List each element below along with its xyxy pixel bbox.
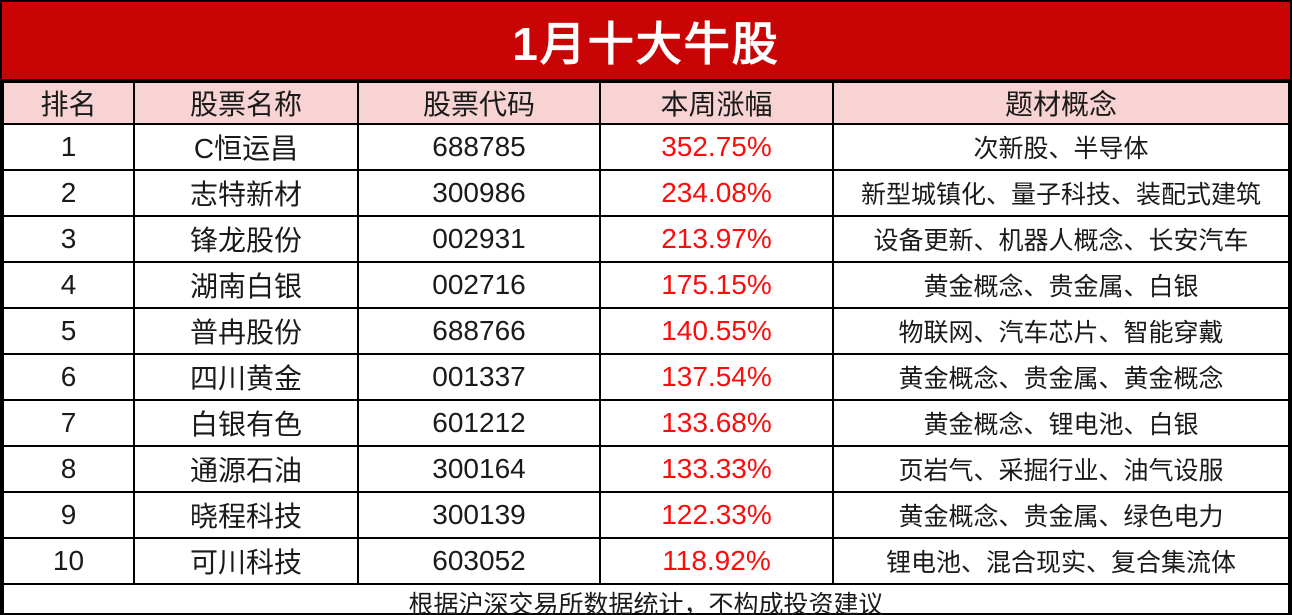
concepts-cell: 物联网、汽车芯片、智能穿戴 <box>832 307 1290 355</box>
table-row: 4 湖南白银 002716 175.15% 黄金概念、贵金属、白银 <box>2 261 1290 309</box>
rank-cell: 10 <box>2 537 135 585</box>
table-row: 6 四川黄金 001337 137.54% 黄金概念、贵金属、黄金概念 <box>2 353 1290 401</box>
weekly-change-cell: 352.75% <box>599 123 834 171</box>
weekly-change-cell: 122.33% <box>599 491 834 539</box>
stock-name-cell: C恒运昌 <box>133 123 359 171</box>
header-rank: 排名 <box>2 81 135 125</box>
weekly-change-cell: 133.33% <box>599 445 834 493</box>
footer-row: 根据沪深交易所数据统计，不构成投资建议 <box>2 583 1290 615</box>
stocks-table: 排名 股票名称 股票代码 本周涨幅 题材概念 1 C恒运昌 688785 352.75… <box>2 81 1290 615</box>
rank-cell: 6 <box>2 353 135 401</box>
stock-code-cell: 601212 <box>357 399 601 447</box>
stock-code-cell: 300986 <box>357 169 601 217</box>
concepts-cell: 黄金概念、贵金属、黄金概念 <box>832 353 1290 401</box>
table-row: 9 晓程科技 300139 122.33% 黄金概念、贵金属、绿色电力 <box>2 491 1290 539</box>
stock-name-cell: 白银有色 <box>133 399 359 447</box>
header-row: 排名 股票名称 股票代码 本周涨幅 题材概念 <box>2 81 1290 125</box>
stock-name-cell: 志特新材 <box>133 169 359 217</box>
weekly-change-cell: 118.92% <box>599 537 834 585</box>
weekly-change-cell: 133.68% <box>599 399 834 447</box>
concepts-cell: 黄金概念、锂电池、白银 <box>832 399 1290 447</box>
concepts-cell: 页岩气、采掘行业、油气设服 <box>832 445 1290 493</box>
table-row: 2 志特新材 300986 234.08% 新型城镇化、量子科技、装配式建筑 <box>2 169 1290 217</box>
concepts-cell: 次新股、半导体 <box>832 123 1290 171</box>
stock-name-cell: 锋龙股份 <box>133 215 359 263</box>
rank-cell: 5 <box>2 307 135 355</box>
table-row: 8 通源石油 300164 133.33% 页岩气、采掘行业、油气设服 <box>2 445 1290 493</box>
table-row: 5 普冉股份 688766 140.55% 物联网、汽车芯片、智能穿戴 <box>2 307 1290 355</box>
rank-cell: 9 <box>2 491 135 539</box>
stock-code-cell: 300164 <box>357 445 601 493</box>
stock-name-cell: 晓程科技 <box>133 491 359 539</box>
rank-cell: 4 <box>2 261 135 309</box>
stock-name-cell: 四川黄金 <box>133 353 359 401</box>
rank-cell: 2 <box>2 169 135 217</box>
header-name: 股票名称 <box>133 81 359 125</box>
stock-code-cell: 688766 <box>357 307 601 355</box>
stock-code-cell: 300139 <box>357 491 601 539</box>
weekly-change-cell: 140.55% <box>599 307 834 355</box>
weekly-change-cell: 137.54% <box>599 353 834 401</box>
header-code: 股票代码 <box>357 81 601 125</box>
table-row: 3 锋龙股份 002931 213.97% 设备更新、机器人概念、长安汽车 <box>2 215 1290 263</box>
concepts-cell: 黄金概念、贵金属、白银 <box>832 261 1290 309</box>
stock-name-cell: 通源石油 <box>133 445 359 493</box>
weekly-change-cell: 175.15% <box>599 261 834 309</box>
page-title: 1月十大牛股 <box>2 2 1290 81</box>
concepts-cell: 黄金概念、贵金属、绿色电力 <box>832 491 1290 539</box>
header-change: 本周涨幅 <box>599 81 834 125</box>
rank-cell: 7 <box>2 399 135 447</box>
rank-cell: 8 <box>2 445 135 493</box>
stock-code-cell: 001337 <box>357 353 601 401</box>
stock-name-cell: 可川科技 <box>133 537 359 585</box>
stock-code-cell: 002931 <box>357 215 601 263</box>
disclaimer-text: 根据沪深交易所数据统计，不构成投资建议 <box>2 583 1290 615</box>
concepts-cell: 锂电池、混合现实、复合集流体 <box>832 537 1290 585</box>
rank-cell: 3 <box>2 215 135 263</box>
stock-name-cell: 湖南白银 <box>133 261 359 309</box>
table-row: 10 可川科技 603052 118.92% 锂电池、混合现实、复合集流体 <box>2 537 1290 585</box>
weekly-change-cell: 213.97% <box>599 215 834 263</box>
concepts-cell: 设备更新、机器人概念、长安汽车 <box>832 215 1290 263</box>
concepts-cell: 新型城镇化、量子科技、装配式建筑 <box>832 169 1290 217</box>
stock-code-cell: 688785 <box>357 123 601 171</box>
table-row: 7 白银有色 601212 133.68% 黄金概念、锂电池、白银 <box>2 399 1290 447</box>
table-row: 1 C恒运昌 688785 352.75% 次新股、半导体 <box>2 123 1290 171</box>
stock-code-cell: 002716 <box>357 261 601 309</box>
stock-code-cell: 603052 <box>357 537 601 585</box>
stock-name-cell: 普冉股份 <box>133 307 359 355</box>
header-concepts: 题材概念 <box>832 81 1290 125</box>
weekly-change-cell: 234.08% <box>599 169 834 217</box>
rank-cell: 1 <box>2 123 135 171</box>
